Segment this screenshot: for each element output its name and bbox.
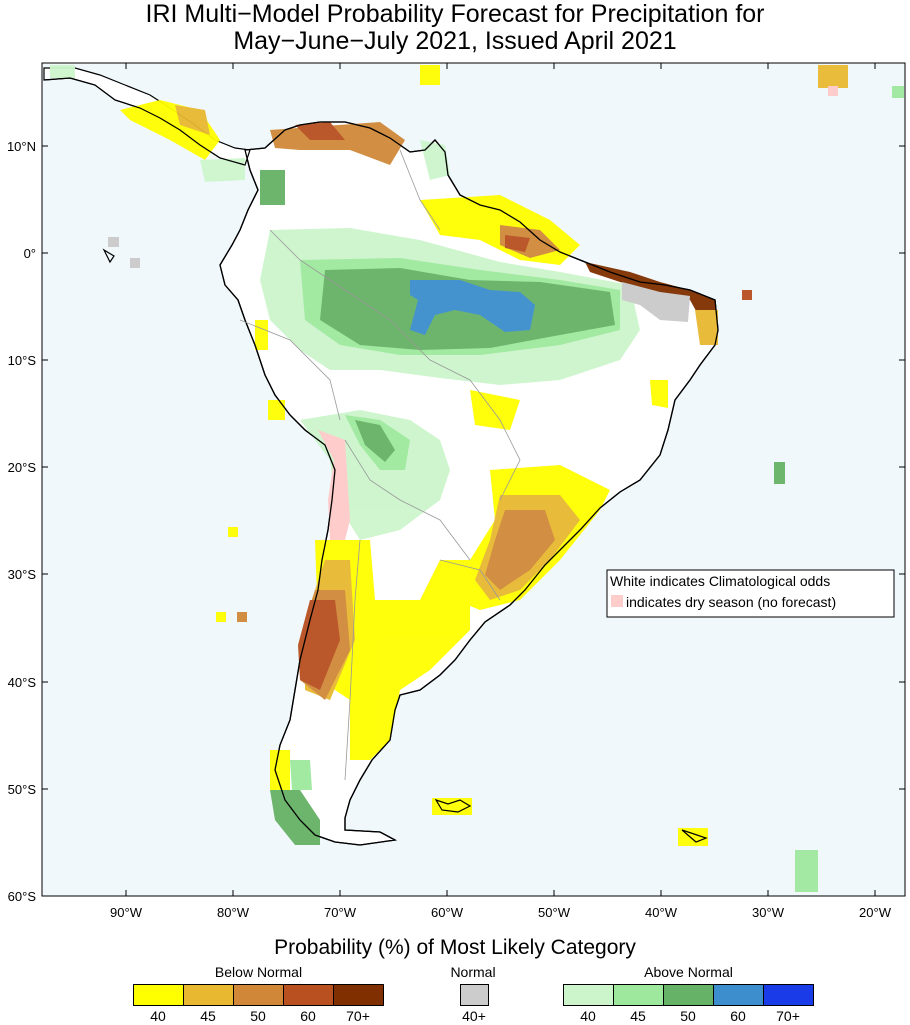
lat-label: 0° xyxy=(24,246,36,261)
lon-label: 30°W xyxy=(752,905,785,920)
below-normal-regions xyxy=(120,65,848,846)
below-swatch-4 xyxy=(283,984,334,1006)
above-swatch-2 xyxy=(613,984,664,1006)
normal-regions xyxy=(108,237,690,322)
lon-label: 20°W xyxy=(859,905,892,920)
lon-label: 60°W xyxy=(431,905,464,920)
lat-label: 50°S xyxy=(8,782,37,797)
lon-label: 40°W xyxy=(645,905,678,920)
lat-label: 20°S xyxy=(8,460,37,475)
above-normal-title: Above Normal xyxy=(644,964,733,980)
coastline xyxy=(43,77,246,166)
normal-swatch-1 xyxy=(460,984,489,1006)
below-label-2: 45 xyxy=(200,1008,216,1024)
axis-ticks xyxy=(42,63,905,896)
legend-climatology-text: White indicates Climatological odds xyxy=(610,573,830,589)
legend-box: White indicates Climatological odds indi… xyxy=(606,569,895,618)
above-label-3: 50 xyxy=(680,1008,696,1024)
coastline xyxy=(219,121,719,846)
islands xyxy=(102,248,708,843)
lon-label: 90°W xyxy=(110,905,143,920)
legend-dry-season-text: indicates dry season (no forecast) xyxy=(626,594,836,610)
below-swatch-2 xyxy=(183,984,234,1006)
dry-season-region xyxy=(828,86,838,96)
below-swatch-3 xyxy=(233,984,284,1006)
normal-title: Normal xyxy=(450,964,496,980)
below-label-5: 70+ xyxy=(346,1008,370,1024)
above-swatch-1 xyxy=(563,984,614,1006)
country-borders xyxy=(239,149,521,781)
above-label-1: 40 xyxy=(580,1008,596,1024)
above-swatch-4 xyxy=(713,984,764,1006)
lat-label: 60°S xyxy=(8,889,37,904)
above-label-4: 60 xyxy=(730,1008,746,1024)
below-label-1: 40 xyxy=(150,1008,166,1024)
lon-label: 50°W xyxy=(538,905,571,920)
above-label-5: 70+ xyxy=(776,1008,800,1024)
map-title-line-2: May−June−July 2021, Issued April 2021 xyxy=(233,27,677,55)
below-swatch-5 xyxy=(333,984,384,1006)
lat-label: 10°N xyxy=(7,139,36,154)
above-swatch-5 xyxy=(763,984,814,1006)
dry-season-swatch xyxy=(611,595,623,607)
below-label-4: 60 xyxy=(300,1008,316,1024)
map-title-line-1: IRI Multi−Model Probability Forecast for… xyxy=(145,0,765,28)
below-normal-title: Below Normal xyxy=(214,964,303,980)
longitude-labels: 90°W 80°W 70°W 60°W 50°W 40°W 30°W 20°W xyxy=(110,905,892,920)
above-swatch-3 xyxy=(663,984,714,1006)
lon-label: 80°W xyxy=(217,905,250,920)
below-swatch-1 xyxy=(133,984,184,1006)
latitude-labels: 10°N 0° 10°S 20°S 30°S 40°S 50°S 60°S xyxy=(7,139,36,904)
lat-label: 30°S xyxy=(8,567,37,582)
colorbar-title: Probability (%) of Most Likely Category xyxy=(274,936,636,959)
above-label-2: 45 xyxy=(630,1008,646,1024)
normal-label-1: 40+ xyxy=(462,1008,486,1024)
lat-label: 40°S xyxy=(8,675,37,690)
lon-label: 70°W xyxy=(324,905,357,920)
below-label-3: 50 xyxy=(250,1008,266,1024)
lat-label: 10°S xyxy=(8,353,37,368)
